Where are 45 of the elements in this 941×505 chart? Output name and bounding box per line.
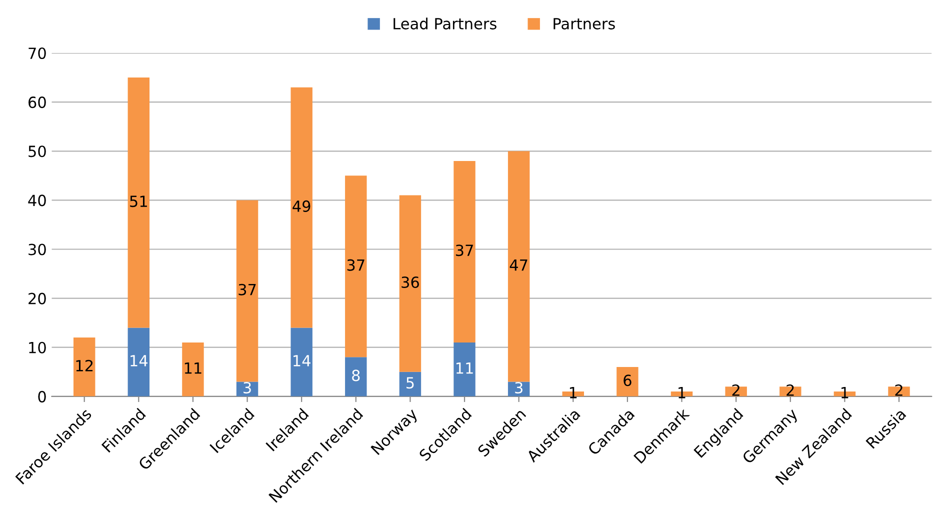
- bar: [290, 328, 312, 396]
- legend-label: Partners: [554, 18, 615, 30]
- y-tick-label: 0: [38, 390, 46, 402]
- data-label: 51: [130, 196, 147, 208]
- bar: [399, 372, 422, 396]
- data-label: 36: [402, 276, 419, 288]
- data-label: 11: [184, 362, 202, 374]
- y-tick-label: 60: [28, 96, 46, 108]
- bar: [345, 176, 367, 358]
- data-label: 6: [624, 374, 632, 386]
- data-label: 3: [515, 382, 522, 394]
- data-label: 14: [130, 355, 148, 366]
- y-tick-label: 40: [28, 194, 46, 206]
- data-label: 2: [895, 384, 902, 396]
- legend-label: Lead Partners: [394, 18, 496, 30]
- bar: [182, 342, 204, 396]
- data-label: 37: [238, 284, 256, 296]
- data-label: 11: [456, 362, 473, 374]
- y-tick-label: 10: [29, 342, 46, 354]
- data-label: 47: [510, 260, 528, 271]
- data-label: 5: [406, 377, 414, 389]
- bar: [345, 357, 367, 396]
- data-label: 12: [76, 360, 93, 372]
- y-tick-label: 20: [28, 292, 46, 304]
- y-tick-label: 30: [28, 244, 46, 256]
- data-label: 37: [456, 244, 473, 256]
- bar: [290, 87, 312, 328]
- bar: [454, 160, 476, 342]
- bar: [508, 151, 530, 382]
- bar: [454, 342, 476, 396]
- data-label: 49: [292, 200, 310, 212]
- bar: [128, 78, 150, 328]
- y-tick-label: 50: [28, 146, 46, 158]
- bar: [128, 328, 150, 396]
- data-label: 14: [294, 355, 310, 366]
- data-label: 2: [732, 384, 740, 396]
- data-label: 8: [352, 370, 360, 382]
- data-label: 37: [347, 259, 364, 271]
- bar: [616, 366, 638, 396]
- bar: [236, 200, 258, 382]
- bar: [399, 195, 422, 372]
- bar: [73, 338, 96, 396]
- data-label: 2: [786, 384, 794, 396]
- y-tick-label: 70: [28, 47, 46, 60]
- data-label: 3: [244, 382, 251, 394]
